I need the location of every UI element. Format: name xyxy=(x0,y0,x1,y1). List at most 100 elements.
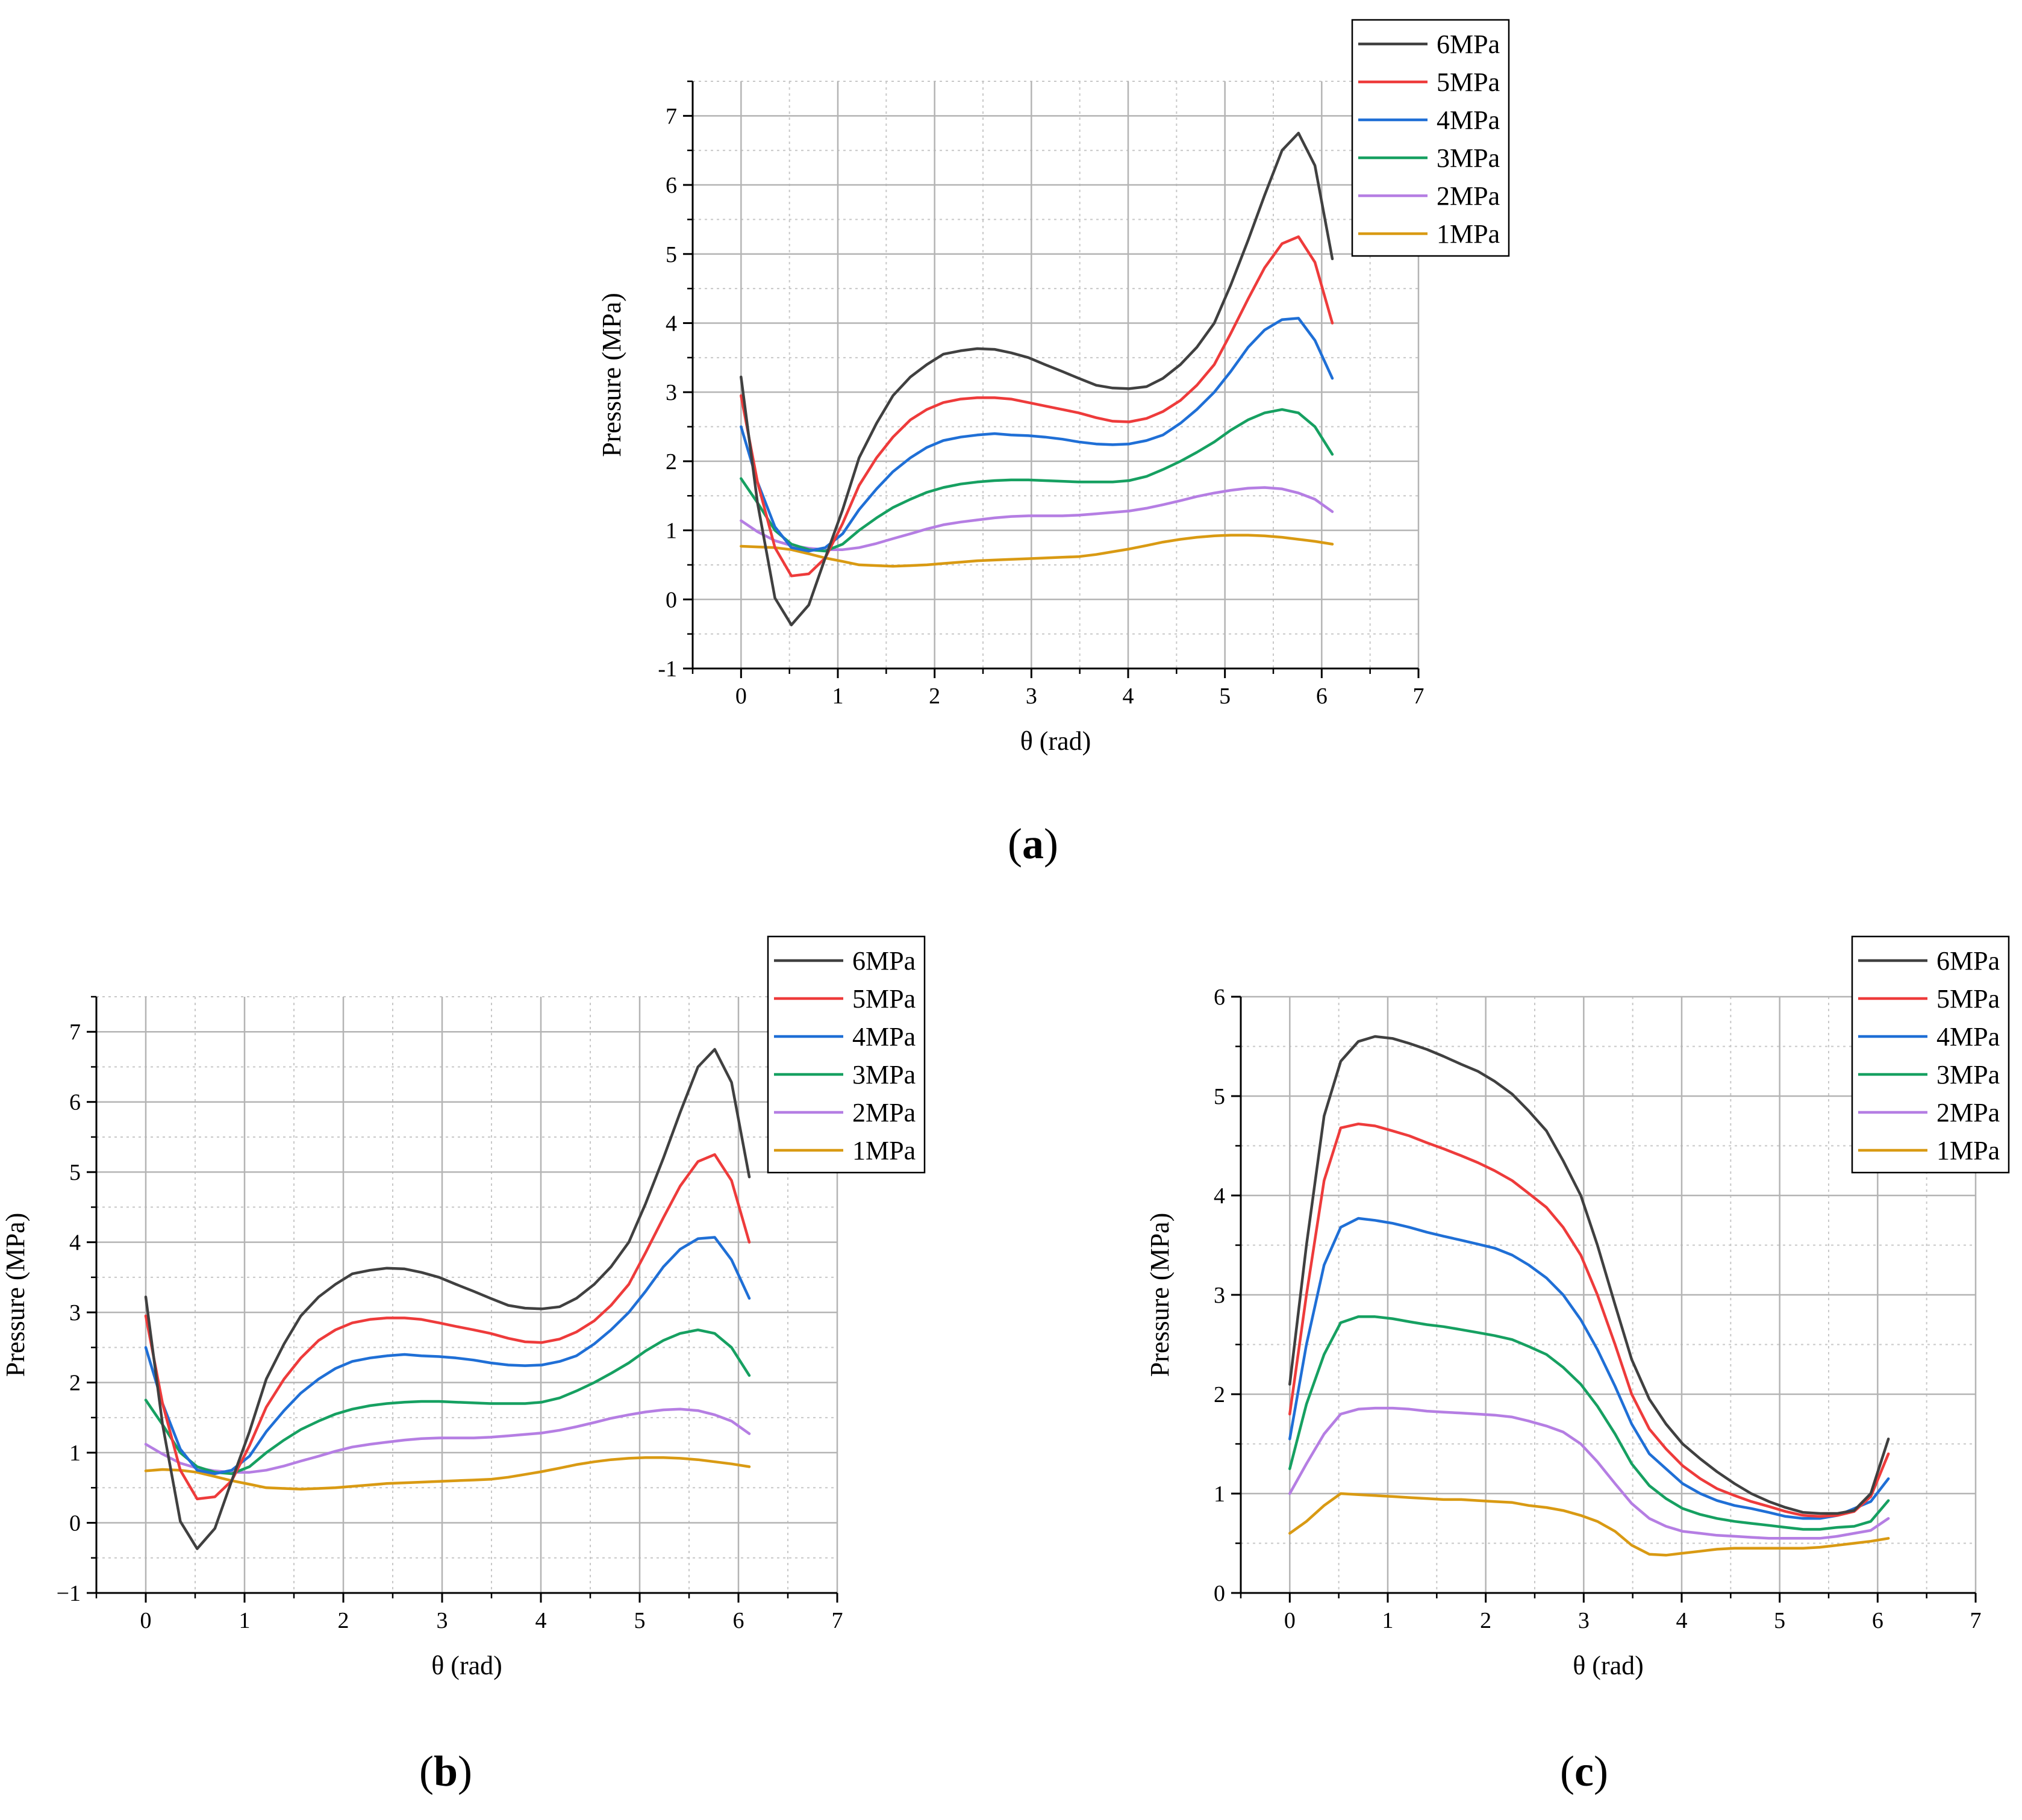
y-tick-label: 5 xyxy=(1214,1084,1225,1109)
legend-label: 6MPa xyxy=(1936,946,2000,976)
y-tick-label: 4 xyxy=(1214,1183,1225,1209)
series-line-3MPa xyxy=(1288,1315,1890,1531)
grid xyxy=(96,996,838,1594)
y-axis-label: Pressure (MPa) xyxy=(1145,1213,1175,1377)
x-tick-label: 7 xyxy=(832,1608,843,1633)
caption-paren-open: ( xyxy=(1560,1747,1574,1795)
y-tick-label: 0 xyxy=(1214,1581,1225,1606)
legend-label: 2MPa xyxy=(1437,181,1500,211)
y-tick-label: 1 xyxy=(69,1441,81,1466)
chart-panel-c: 0 1 2 3 4 5 6 7 0 1 2 3 4 5 6 θ (rad) Pressure (MPa) 6MPa… xyxy=(1145,935,2010,1795)
chart-panel-a: 0 1 2 3 4 5 6 7 -1 0 1 2 3 4 5 6 7 θ (rad) Pressure (MPa) 6… xyxy=(597,19,1510,868)
series-line-1MPa xyxy=(1288,1492,1890,1557)
series-line-5MPa xyxy=(740,235,1334,578)
y-tick-label: 2 xyxy=(1214,1382,1225,1407)
x-tick-label: 7 xyxy=(1970,1608,1982,1633)
y-tick-label: 5 xyxy=(69,1160,81,1185)
x-axis-label: θ (rad) xyxy=(431,1651,502,1680)
legend-label: 4MPa xyxy=(852,1022,916,1052)
caption-paren-open: ( xyxy=(419,1747,434,1795)
y-tick-label: 7 xyxy=(666,104,677,129)
series-line-4MPa xyxy=(1288,1217,1890,1520)
legend-label: 3MPa xyxy=(1437,143,1500,173)
panel-caption: (c) xyxy=(1560,1747,1608,1795)
series-line-5MPa xyxy=(1288,1122,1890,1518)
y-tick-label: 6 xyxy=(1214,985,1225,1010)
legend-label: 3MPa xyxy=(852,1060,916,1089)
x-tick-label: 1 xyxy=(832,684,844,709)
series-line-3MPa xyxy=(144,1328,751,1476)
y-tick-label: 4 xyxy=(666,311,677,336)
grid xyxy=(692,81,1420,670)
series-line-4MPa xyxy=(144,1236,751,1476)
y-tick-label: 1 xyxy=(1214,1482,1225,1507)
caption-paren-close: ) xyxy=(458,1747,472,1795)
legend-label: 1MPa xyxy=(1936,1136,2000,1165)
series-line-4MPa xyxy=(740,317,1334,553)
x-tick-label: 3 xyxy=(1578,1608,1590,1633)
legend-label: 2MPa xyxy=(1936,1098,2000,1127)
y-tick-label: 6 xyxy=(69,1090,81,1115)
y-tick-label: 2 xyxy=(666,449,677,475)
y-tick-label: 2 xyxy=(69,1371,81,1396)
y-axis-label: Pressure (MPa) xyxy=(1,1213,30,1377)
x-tick-label: 5 xyxy=(634,1608,646,1633)
x-tick-label: 4 xyxy=(1123,684,1134,709)
x-tick-label: 2 xyxy=(338,1608,349,1633)
legend-label: 6MPa xyxy=(852,946,916,976)
x-tick-label: 6 xyxy=(1872,1608,1883,1633)
y-tick-label: 3 xyxy=(666,380,677,405)
x-tick-label: 5 xyxy=(1774,1608,1785,1633)
series-line-2MPa xyxy=(1288,1406,1890,1540)
x-tick-label: 0 xyxy=(735,684,747,709)
legend-label: 5MPa xyxy=(1437,67,1500,97)
caption-letter: b xyxy=(434,1747,458,1795)
x-tick-label: 1 xyxy=(1382,1608,1394,1633)
grid xyxy=(1240,996,1977,1594)
y-axis-label: Pressure (MPa) xyxy=(597,293,626,457)
legend-label: 4MPa xyxy=(1936,1022,2000,1052)
x-axis-label: θ (rad) xyxy=(1573,1651,1644,1680)
caption-paren-close: ) xyxy=(1594,1747,1608,1795)
y-tick-label: 5 xyxy=(666,242,677,267)
legend-label: 1MPa xyxy=(1437,219,1500,249)
y-tick-label: 3 xyxy=(1214,1283,1225,1308)
series-line-3MPa xyxy=(740,408,1334,553)
x-tick-label: 0 xyxy=(1284,1608,1296,1633)
legend: 6MPa 5MPa 4MPa 3MPa 2MPa 1MPa xyxy=(1851,935,2010,1174)
series-line-6MPa xyxy=(1288,1035,1890,1515)
y-tick-label: 1 xyxy=(666,519,677,544)
legend-label: 3MPa xyxy=(1936,1060,2000,1089)
y-tick-label: −1 xyxy=(57,1581,81,1606)
series-line-5MPa xyxy=(144,1153,751,1501)
x-tick-label: 5 xyxy=(1219,684,1231,709)
legend-label: 4MPa xyxy=(1437,105,1500,135)
x-tick-label: 6 xyxy=(1316,684,1328,709)
y-tick-label: 4 xyxy=(69,1230,81,1256)
x-tick-label: 0 xyxy=(140,1608,152,1633)
legend-box xyxy=(1351,19,1510,257)
legend-box xyxy=(1851,935,2010,1174)
legend: 6MPa 5MPa 4MPa 3MPa 2MPa 1MPa xyxy=(1351,19,1510,257)
legend-label: 5MPa xyxy=(1936,984,2000,1014)
series-line-2MPa xyxy=(740,486,1334,551)
legend: 6MPa 5MPa 4MPa 3MPa 2MPa 1MPa xyxy=(767,935,926,1174)
legend-label: 6MPa xyxy=(1437,30,1500,59)
caption-paren-open: ( xyxy=(1008,820,1022,868)
y-tick-label: 0 xyxy=(69,1511,81,1536)
series-line-6MPa xyxy=(740,131,1334,626)
y-tick-label: 0 xyxy=(666,587,677,612)
legend-label: 2MPa xyxy=(852,1098,916,1127)
series-group xyxy=(144,1048,751,1550)
chart-panel-b: 0 1 2 3 4 5 6 7 −1 0 1 2 3 4 5 6 7 θ (rad) Pressure (MPa) 6… xyxy=(1,935,926,1795)
panel-caption: (b) xyxy=(419,1747,472,1795)
series-line-6MPa xyxy=(144,1048,751,1550)
x-tick-label: 2 xyxy=(1480,1608,1491,1633)
y-tick-label: 7 xyxy=(69,1020,81,1045)
legend-box xyxy=(767,935,926,1174)
caption-letter: c xyxy=(1574,1747,1594,1795)
x-tick-label: 4 xyxy=(535,1608,547,1633)
x-tick-label: 7 xyxy=(1413,684,1424,709)
caption-letter: a xyxy=(1022,820,1044,868)
